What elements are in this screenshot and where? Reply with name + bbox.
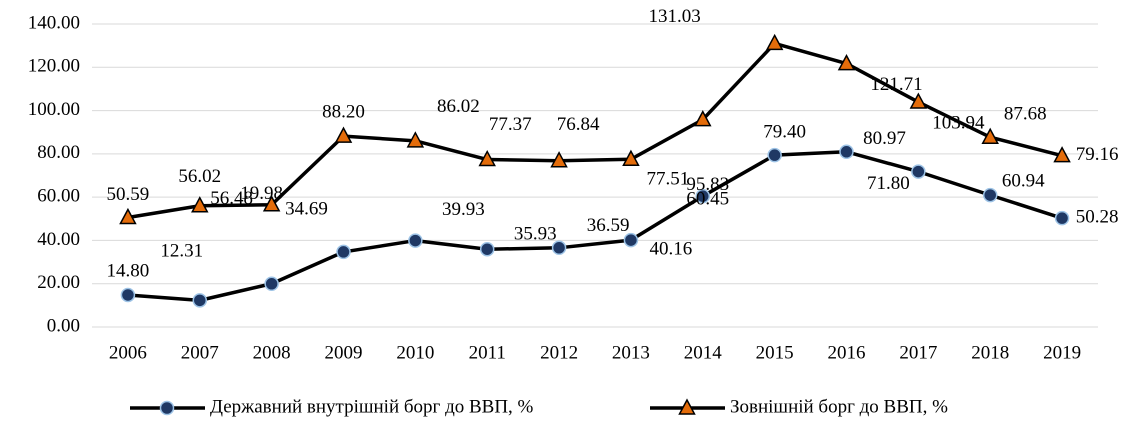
data-label: 80.97 <box>863 128 906 149</box>
y-tick-label: 140.00 <box>28 12 80 33</box>
marker <box>120 287 136 303</box>
data-label: 34.69 <box>285 198 328 219</box>
data-label: 79.16 <box>1076 144 1119 165</box>
marker <box>909 92 928 109</box>
marker <box>191 196 209 213</box>
x-tick-label: 2016 <box>828 342 866 363</box>
legend-label: Державний внутрішній борг до ВВП, % <box>210 396 534 417</box>
legend-label: Зовнішній борг до ВВП, % <box>730 396 948 417</box>
marker <box>192 293 208 308</box>
x-tick-label: 2010 <box>396 342 434 363</box>
data-label: 36.59 <box>587 215 630 236</box>
data-label: 95.83 <box>686 174 729 195</box>
marker <box>336 244 351 260</box>
data-label: 50.59 <box>107 184 150 205</box>
y-tick-label: 40.00 <box>37 229 80 250</box>
x-tick-label: 2007 <box>181 342 219 363</box>
data-label: 76.84 <box>557 114 600 135</box>
series-line <box>127 41 1063 220</box>
marker <box>623 232 639 248</box>
y-tick-label: 60.00 <box>37 186 80 207</box>
data-label: 79.40 <box>763 122 806 143</box>
marker <box>767 147 782 163</box>
marker <box>694 110 712 127</box>
data-label: 88.20 <box>322 101 365 122</box>
x-tick-label: 2015 <box>756 342 794 363</box>
x-tick-label: 2009 <box>325 342 363 363</box>
x-tick-label: 2011 <box>469 342 506 363</box>
y-tick-label: 100.00 <box>28 99 80 120</box>
marker <box>119 207 137 225</box>
data-label: 40.16 <box>650 238 693 259</box>
marker <box>406 131 425 148</box>
legend-marker <box>159 400 175 416</box>
data-label: 39.93 <box>442 199 485 220</box>
data-label: 56.02 <box>178 166 221 187</box>
marker <box>837 53 856 71</box>
data-label: 71.80 <box>867 173 910 194</box>
data-label: 56.48 <box>210 188 253 209</box>
x-tick-label: 2017 <box>899 342 937 363</box>
data-label: 86.02 <box>437 96 480 117</box>
data-label: 50.28 <box>1076 207 1119 228</box>
marker <box>334 126 353 143</box>
marker <box>551 240 567 256</box>
marker <box>262 195 281 212</box>
marker <box>479 241 495 257</box>
marker <box>622 149 640 166</box>
marker <box>981 127 999 144</box>
data-label: 87.68 <box>1004 104 1047 125</box>
data-label: 131.03 <box>649 6 701 27</box>
y-tick-label: 0.00 <box>47 315 80 336</box>
marker <box>765 33 784 51</box>
legend-marker <box>678 398 696 415</box>
marker <box>550 151 568 168</box>
x-tick-label: 2018 <box>971 342 1009 363</box>
data-label: 77.51 <box>647 169 690 190</box>
series-line <box>127 150 1063 303</box>
data-label: 77.37 <box>489 114 532 135</box>
data-label: 60.45 <box>686 189 729 210</box>
x-tick-label: 2014 <box>684 342 723 363</box>
x-tick-label: 2006 <box>109 342 147 363</box>
marker <box>264 276 279 292</box>
x-tick-label: 2013 <box>612 342 650 363</box>
y-tick-label: 120.00 <box>28 56 80 77</box>
data-label: 60.94 <box>1002 170 1045 191</box>
marker <box>911 164 926 179</box>
x-tick-label: 2012 <box>540 342 578 363</box>
data-label: 14.80 <box>107 260 150 281</box>
x-tick-label: 2019 <box>1043 342 1081 363</box>
x-tick-label: 2008 <box>253 342 291 363</box>
marker <box>478 149 496 167</box>
data-label: 12.31 <box>160 241 203 262</box>
data-label: 121.71 <box>870 74 922 95</box>
data-label: 103.94 <box>932 112 985 133</box>
marker <box>1053 146 1071 163</box>
marker <box>1054 210 1070 226</box>
marker <box>839 144 854 160</box>
y-tick-label: 20.00 <box>37 272 80 293</box>
data-label: 35.93 <box>514 224 557 245</box>
marker <box>408 233 423 248</box>
marker <box>982 187 998 203</box>
y-tick-label: 80.00 <box>37 142 80 163</box>
marker <box>695 188 711 204</box>
